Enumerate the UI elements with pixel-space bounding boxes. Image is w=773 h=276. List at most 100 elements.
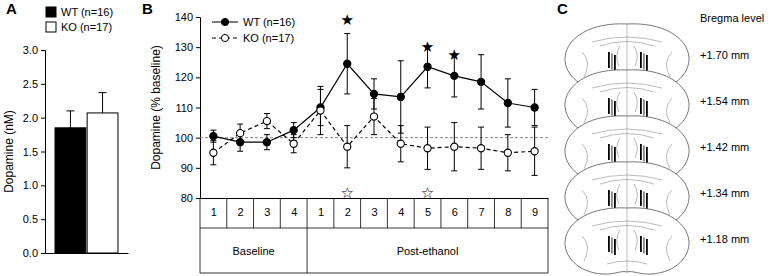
- point: [344, 143, 351, 150]
- probe-track: [608, 144, 610, 160]
- probe-track: [640, 236, 642, 252]
- tick-label: 0.5: [23, 213, 38, 225]
- tick-label: 9: [532, 206, 538, 218]
- atlas-section: [565, 208, 689, 274]
- error-bar: [505, 135, 511, 171]
- tick-label: 6: [452, 206, 458, 218]
- probe-track: [646, 55, 648, 71]
- axis-line: [41, 51, 46, 254]
- table-line: [200, 273, 548, 274]
- error-stem: [70, 111, 71, 128]
- probe-track: [614, 239, 616, 255]
- error-cap: [505, 170, 511, 171]
- probe-track: [608, 190, 610, 206]
- point: [237, 130, 244, 137]
- table-line: [333, 198, 334, 228]
- error-bar: [505, 79, 511, 127]
- error-cap: [264, 134, 270, 135]
- panel-title: C: [557, 0, 568, 17]
- bregma-label: +1.18 mm: [700, 233, 749, 245]
- table-line: [200, 228, 201, 273]
- point: [424, 145, 431, 152]
- tick: 0.5: [23, 213, 45, 225]
- tick: 2.5: [23, 78, 45, 90]
- tick: 2.0: [23, 112, 45, 124]
- error-cap: [398, 60, 404, 61]
- error-cap: [291, 122, 297, 123]
- tick: 1: [211, 198, 217, 218]
- error-cap: [478, 54, 484, 55]
- probe-track: [646, 193, 648, 209]
- tick-label: 7: [479, 206, 485, 218]
- point: [451, 72, 458, 79]
- error-cap: [451, 122, 457, 123]
- significance-mark: ★: [421, 38, 434, 56]
- point: [504, 149, 511, 156]
- table-line: [226, 198, 227, 228]
- probe-track: [614, 55, 616, 71]
- tick: 90: [181, 162, 200, 174]
- error-cap: [344, 93, 350, 94]
- table-line: [200, 198, 201, 228]
- tick-label: 90: [181, 162, 193, 174]
- tick: 9: [532, 198, 538, 218]
- error-cap: [344, 125, 350, 126]
- tick: 140: [175, 11, 200, 23]
- error-cap: [532, 175, 538, 176]
- probe-track: [614, 101, 616, 117]
- tick-mark: [41, 253, 45, 254]
- error-cap: [451, 170, 457, 171]
- point: [290, 127, 297, 134]
- tick-label: 2: [238, 206, 244, 218]
- tick-mark: [41, 118, 45, 119]
- table-line: [253, 198, 254, 228]
- tick-label: 1: [318, 206, 324, 218]
- point: [263, 117, 270, 124]
- tick-label: 120: [175, 71, 193, 83]
- tick-label: 110: [175, 102, 193, 114]
- error-cap: [532, 125, 538, 126]
- category-table: BaselinePost-ethanol: [200, 198, 548, 273]
- error-cap: [505, 134, 511, 135]
- error-bar: [210, 130, 216, 142]
- bar: [55, 128, 86, 253]
- tick-label: 4: [398, 206, 404, 218]
- error-cap: [344, 167, 350, 168]
- error-bar: [478, 55, 484, 109]
- point: [370, 90, 377, 97]
- error-cap: [451, 96, 457, 97]
- error-bar: [66, 111, 74, 128]
- error-cap: [291, 134, 297, 135]
- error-cap: [344, 33, 350, 34]
- plot-area: [55, 93, 118, 253]
- point: [451, 143, 458, 150]
- tick-label: 3.0: [23, 44, 38, 56]
- point: [397, 93, 404, 100]
- group-label: Baseline: [232, 245, 274, 257]
- tick: 110: [175, 102, 200, 114]
- error-cap: [237, 151, 243, 152]
- tick-mark: [196, 108, 200, 109]
- error-bar: [451, 123, 457, 171]
- point: [370, 113, 377, 120]
- point: [397, 140, 404, 147]
- error-cap: [478, 109, 484, 110]
- error-cap: [291, 152, 297, 153]
- y-axis-title: Dopamine (nM): [2, 110, 16, 193]
- probe-track: [640, 52, 642, 68]
- bar: [87, 113, 118, 253]
- significance-mark: ★: [448, 46, 461, 64]
- error-bar: [264, 114, 270, 129]
- probe-track: [643, 146, 645, 162]
- error-cap: [398, 125, 404, 126]
- error-cap: [478, 169, 484, 170]
- error-cap: [371, 78, 377, 79]
- tick-label: 140: [175, 11, 193, 23]
- error-bar: [532, 127, 538, 175]
- probe-track: [640, 98, 642, 114]
- tick-mark: [196, 47, 200, 48]
- legend-swatch: [46, 7, 56, 17]
- error-cap: [425, 127, 431, 128]
- panel-title: A: [6, 0, 17, 17]
- error-cap: [66, 110, 74, 111]
